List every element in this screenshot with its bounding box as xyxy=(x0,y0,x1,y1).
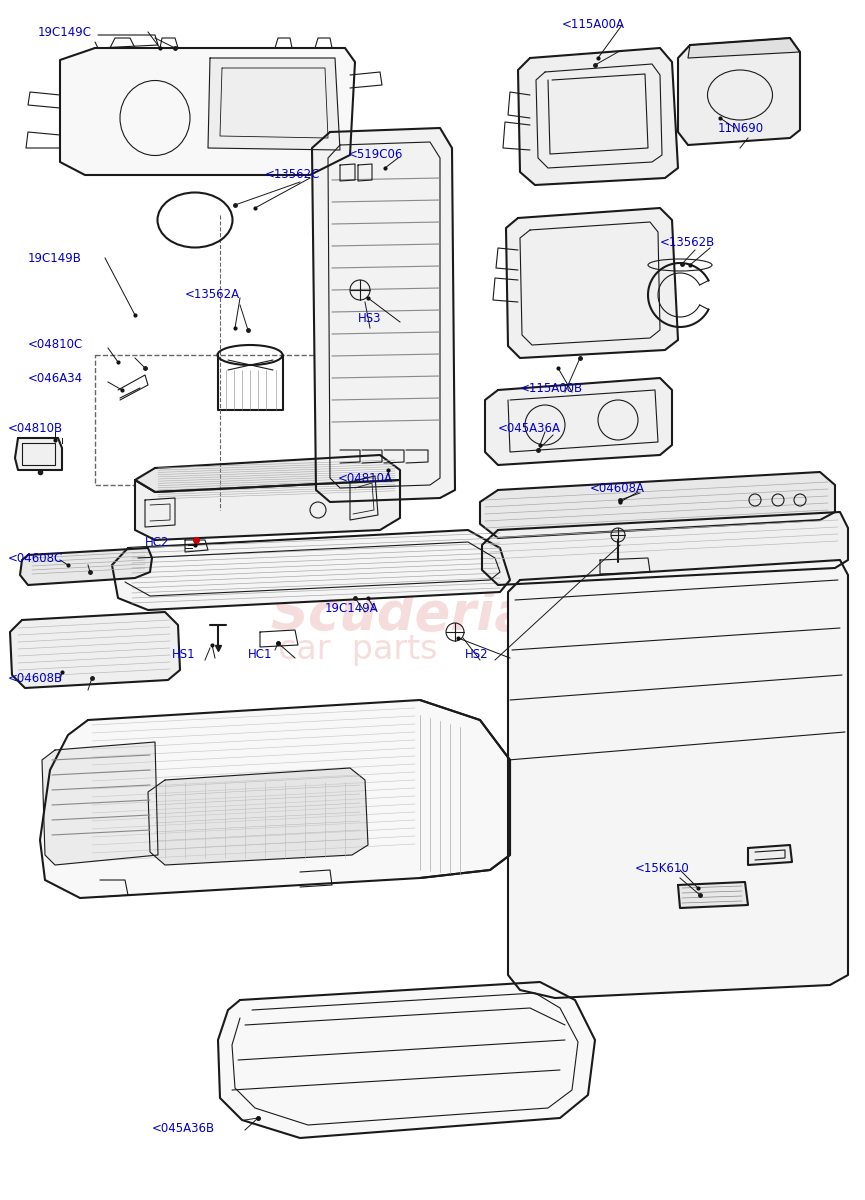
Text: <519C06: <519C06 xyxy=(348,149,403,162)
Text: <046A34: <046A34 xyxy=(28,372,83,384)
Text: <04810A: <04810A xyxy=(338,472,393,485)
Bar xyxy=(618,530,640,548)
Polygon shape xyxy=(135,480,400,540)
Text: HS3: HS3 xyxy=(358,312,381,324)
Polygon shape xyxy=(42,742,158,865)
Bar xyxy=(662,530,684,548)
Text: <045A36B: <045A36B xyxy=(152,1122,215,1134)
Polygon shape xyxy=(518,48,678,185)
Polygon shape xyxy=(678,882,748,908)
Text: HC2: HC2 xyxy=(145,535,170,548)
Polygon shape xyxy=(148,768,368,865)
Bar xyxy=(662,602,684,620)
Text: 19C149B: 19C149B xyxy=(28,252,82,264)
Bar xyxy=(530,602,552,620)
Bar xyxy=(618,602,640,620)
Polygon shape xyxy=(135,455,400,492)
Bar xyxy=(618,566,640,584)
Polygon shape xyxy=(678,38,800,145)
Text: <15K610: <15K610 xyxy=(635,862,689,875)
Polygon shape xyxy=(10,612,180,688)
Polygon shape xyxy=(312,128,455,502)
Polygon shape xyxy=(60,48,355,175)
Text: car  parts: car parts xyxy=(278,634,438,666)
Bar xyxy=(640,548,662,566)
Text: <04608C: <04608C xyxy=(8,552,63,564)
Text: <04810C: <04810C xyxy=(28,338,83,352)
Text: <04608A: <04608A xyxy=(590,481,645,494)
Bar xyxy=(596,584,618,602)
Text: <045A36A: <045A36A xyxy=(498,421,561,434)
Text: <04810B: <04810B xyxy=(8,421,63,434)
Text: 19C149C: 19C149C xyxy=(38,25,92,38)
Text: HS1: HS1 xyxy=(172,648,195,661)
Text: HS2: HS2 xyxy=(465,648,489,661)
Text: <13562C: <13562C xyxy=(265,168,320,181)
Bar xyxy=(574,602,596,620)
Polygon shape xyxy=(112,530,510,610)
Bar xyxy=(530,566,552,584)
Bar xyxy=(552,548,574,566)
Text: Scuderia: Scuderia xyxy=(270,589,530,641)
Polygon shape xyxy=(208,58,340,150)
Text: <13562A: <13562A xyxy=(185,288,240,301)
Polygon shape xyxy=(40,700,510,898)
Bar xyxy=(574,530,596,548)
Bar xyxy=(662,566,684,584)
Polygon shape xyxy=(688,38,800,58)
Bar xyxy=(574,566,596,584)
Text: <115A00B: <115A00B xyxy=(520,382,583,395)
Polygon shape xyxy=(218,982,595,1138)
Bar xyxy=(640,584,662,602)
Text: HC1: HC1 xyxy=(248,648,272,661)
Text: <13562B: <13562B xyxy=(660,235,715,248)
Polygon shape xyxy=(506,208,678,358)
Text: <04608B: <04608B xyxy=(8,672,63,684)
Polygon shape xyxy=(15,438,62,470)
Polygon shape xyxy=(485,378,672,464)
Bar xyxy=(530,530,552,548)
Bar xyxy=(596,548,618,566)
Polygon shape xyxy=(20,548,152,584)
Polygon shape xyxy=(508,560,848,998)
Polygon shape xyxy=(482,512,848,584)
Polygon shape xyxy=(480,472,835,538)
Text: 19C149A: 19C149A xyxy=(325,601,379,614)
Bar xyxy=(95,355,375,485)
Bar xyxy=(552,584,574,602)
Text: <115A00A: <115A00A xyxy=(562,18,625,31)
Text: 11N690: 11N690 xyxy=(718,121,764,134)
Polygon shape xyxy=(748,845,792,865)
